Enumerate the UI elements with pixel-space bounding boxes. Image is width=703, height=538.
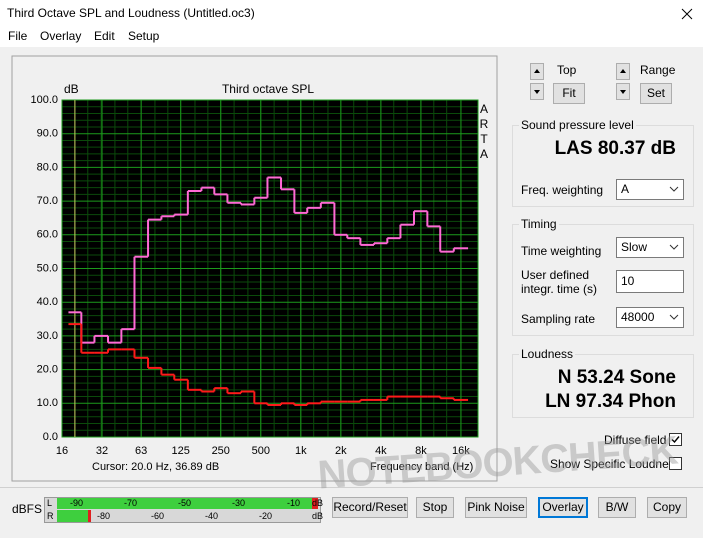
x-axis-label: Frequency band (Hz) bbox=[370, 461, 473, 473]
separator bbox=[0, 487, 703, 488]
y-tick-label: 40.0 bbox=[37, 296, 58, 308]
meter-unit: dB bbox=[312, 511, 324, 521]
meter-scale: -90 bbox=[70, 498, 84, 508]
x-tick-label: 2k bbox=[335, 445, 347, 457]
meter-scale: -10 bbox=[287, 498, 301, 508]
x-tick-label: 32 bbox=[96, 445, 108, 457]
meter-scale: -40 bbox=[205, 511, 219, 521]
y-tick-label: 50.0 bbox=[37, 262, 58, 274]
menu-item[interactable]: Edit bbox=[94, 29, 115, 43]
pink-noise-button[interactable]: Pink Noise bbox=[465, 497, 527, 518]
x-tick-label: 500 bbox=[252, 445, 270, 457]
x-tick-label: 16 bbox=[56, 445, 68, 457]
specific-checkbox[interactable] bbox=[669, 457, 682, 470]
time-weighting-select[interactable]: Slow bbox=[616, 237, 684, 258]
menu-item[interactable]: Overlay bbox=[40, 29, 82, 43]
sampling-rate-select[interactable]: 48000 bbox=[616, 307, 684, 328]
field-label: User defined integr. time (s) bbox=[521, 268, 598, 296]
meter-scale: -80 bbox=[97, 511, 111, 521]
diffuse-checkbox[interactable] bbox=[669, 433, 682, 446]
meter-scale: -50 bbox=[178, 498, 192, 508]
meter-scale: -60 bbox=[151, 511, 165, 521]
stop-button[interactable]: Stop bbox=[416, 497, 454, 518]
y-tick-label: 30.0 bbox=[37, 330, 58, 342]
x-tick-label: 8k bbox=[415, 445, 427, 457]
meter-level-l bbox=[57, 498, 312, 509]
meter-peak-r bbox=[88, 510, 91, 522]
fit-button[interactable]: Fit bbox=[553, 83, 585, 104]
freq-weighting-select[interactable]: A bbox=[616, 179, 684, 200]
select-value: 48000 bbox=[621, 310, 655, 324]
range-label: Range bbox=[640, 63, 676, 77]
menu-item[interactable]: File bbox=[8, 29, 28, 43]
x-tick-label: 250 bbox=[212, 445, 230, 457]
meter-label: dBFS bbox=[12, 502, 43, 516]
range-up[interactable] bbox=[616, 63, 630, 80]
title-bar bbox=[0, 0, 703, 28]
top-label: Top bbox=[557, 63, 577, 77]
integr-time-input[interactable]: 10 bbox=[616, 270, 684, 293]
timing-group: Timing Time weighting Slow User defined … bbox=[512, 217, 694, 336]
checkbox-label: Diffuse field bbox=[604, 433, 667, 447]
checkbox-label: Show Specific Loudness bbox=[550, 457, 681, 471]
loudness-n: N 53.24 Sone bbox=[557, 367, 676, 388]
y-tick-label: 70.0 bbox=[37, 195, 58, 207]
field-label: Sampling rate bbox=[521, 312, 596, 326]
x-tick-label: 16k bbox=[452, 445, 470, 457]
group-caption: Sound pressure level bbox=[519, 118, 636, 132]
x-tick-label: 63 bbox=[135, 445, 147, 457]
chart-panel bbox=[11, 55, 498, 482]
menu-item[interactable]: Setup bbox=[128, 29, 160, 43]
y-tick-label: 20.0 bbox=[37, 364, 58, 376]
y-tick-label: 100.0 bbox=[30, 94, 58, 106]
loudness-group: Loudness N 53.24 Sone LN 97.34 Phon bbox=[512, 347, 694, 418]
meter-unit: dB bbox=[312, 498, 324, 508]
field-label: Freq. weighting bbox=[521, 183, 604, 197]
y-tick-label: 90.0 bbox=[37, 128, 58, 140]
range-down[interactable] bbox=[616, 83, 630, 100]
meter-peak-l bbox=[312, 498, 318, 509]
channel-label: L bbox=[47, 498, 53, 508]
chart-title: Third octave SPL bbox=[222, 82, 314, 96]
bw-button[interactable]: B/W bbox=[598, 497, 636, 518]
window-title: Third Octave SPL and Loudness (Untitled.… bbox=[7, 6, 255, 20]
spl-group: Sound pressure level LAS 80.37 dB Freq. … bbox=[512, 118, 694, 207]
meter-scale: -30 bbox=[232, 498, 246, 508]
group-caption: Loudness bbox=[519, 347, 576, 361]
input-value: 10 bbox=[621, 274, 635, 288]
y-tick-label: 80.0 bbox=[37, 161, 58, 173]
meter-level-r bbox=[57, 510, 88, 522]
select-value: Slow bbox=[621, 240, 648, 254]
menu-bar bbox=[0, 28, 703, 47]
plot-border bbox=[61, 99, 479, 438]
x-tick-label: 4k bbox=[375, 445, 387, 457]
copy-button[interactable]: Copy bbox=[647, 497, 687, 518]
x-tick-label: 1k bbox=[295, 445, 307, 457]
select-value: A bbox=[621, 182, 630, 196]
set-button[interactable]: Set bbox=[640, 83, 672, 104]
cursor-readout: Cursor: 20.0 Hz, 36.89 dB bbox=[92, 461, 219, 473]
spl-reading: LAS 80.37 dB bbox=[554, 138, 676, 159]
channel-label: R bbox=[47, 511, 54, 521]
top-up[interactable] bbox=[530, 63, 544, 80]
side-label: ARTA bbox=[477, 102, 491, 162]
plot-area bbox=[62, 100, 478, 437]
close-button[interactable] bbox=[681, 8, 693, 20]
top-down[interactable] bbox=[530, 83, 544, 100]
meter-scale: -20 bbox=[259, 511, 273, 521]
y-tick-label: 0.0 bbox=[43, 431, 58, 443]
y-tick-label: 10.0 bbox=[37, 397, 58, 409]
record-button[interactable]: Record/Reset bbox=[332, 497, 408, 518]
y-tick-label: 60.0 bbox=[37, 229, 58, 241]
group-caption: Timing bbox=[519, 217, 559, 231]
loudness-ln: LN 97.34 Phon bbox=[545, 391, 676, 412]
meter-scale: -70 bbox=[124, 498, 138, 508]
field-label: Time weighting bbox=[521, 244, 602, 258]
y-axis-label: dB bbox=[64, 82, 79, 96]
x-tick-label: 125 bbox=[172, 445, 190, 457]
overlay-button[interactable]: Overlay bbox=[538, 497, 588, 518]
